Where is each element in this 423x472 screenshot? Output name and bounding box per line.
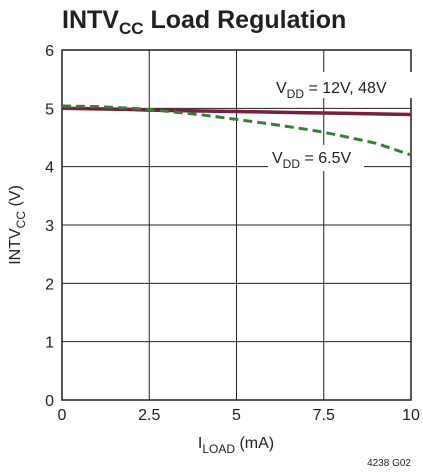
chart-title: INTVCC Load Regulation bbox=[62, 6, 346, 38]
y-tick-label: 1 bbox=[45, 335, 54, 352]
y-tick-label: 2 bbox=[45, 276, 54, 293]
legend-vdd-12v-48v-rest: = 12V, 48V bbox=[304, 80, 387, 97]
x-tick-label: 2.5 bbox=[138, 407, 160, 424]
series-group bbox=[61, 104, 412, 157]
legend-vdd-6-5v: VDD = 6.5V bbox=[272, 150, 351, 171]
y-tick-label: 5 bbox=[45, 101, 54, 118]
series-line-vdd-12v-48v bbox=[61, 106, 412, 117]
x-tick-label: 5 bbox=[232, 407, 241, 424]
tick-labels: 0 2.5 5 7.5 10 0 1 2 3 4 5 6 bbox=[45, 43, 420, 424]
y-tick-label: 0 bbox=[45, 393, 54, 410]
x-axis-label-rest: (mA) bbox=[235, 435, 274, 452]
legend-vdd-12v-48v-subscript: DD bbox=[287, 87, 305, 101]
chart-title-rest: Load Regulation bbox=[144, 6, 347, 34]
x-tick-label: 7.5 bbox=[313, 407, 335, 424]
legend-vdd-6-5v-rest: = 6.5V bbox=[300, 150, 351, 167]
y-tick-label: 3 bbox=[45, 218, 54, 235]
x-axis-label-subscript: LOAD bbox=[202, 442, 235, 456]
legend-bg-vdd-6-5v bbox=[268, 145, 364, 171]
y-tick-label: 6 bbox=[45, 43, 54, 60]
grid bbox=[61, 49, 412, 401]
chart-title-subscript: CC bbox=[119, 19, 144, 38]
x-tick-label: 10 bbox=[402, 407, 420, 424]
series-line-vdd-6-5v bbox=[61, 104, 412, 157]
y-axis-label-subscript: CC bbox=[14, 211, 28, 229]
y-axis-label-rest: (V) bbox=[7, 185, 24, 211]
plot-frame bbox=[61, 49, 412, 401]
x-axis-label: ILOAD (mA) bbox=[198, 435, 274, 456]
figure-id: 4238 G02 bbox=[367, 458, 411, 469]
y-tick-label: 4 bbox=[45, 160, 54, 177]
y-axis-label: INTVCC (V) bbox=[7, 185, 28, 265]
legend-vdd-6-5v-subscript: DD bbox=[283, 157, 301, 171]
x-tick-label: 0 bbox=[58, 407, 67, 424]
legend-bg-vdd-12v-48v bbox=[272, 72, 412, 98]
legend-vdd-12v-48v: VDD = 12V, 48V bbox=[276, 80, 387, 101]
